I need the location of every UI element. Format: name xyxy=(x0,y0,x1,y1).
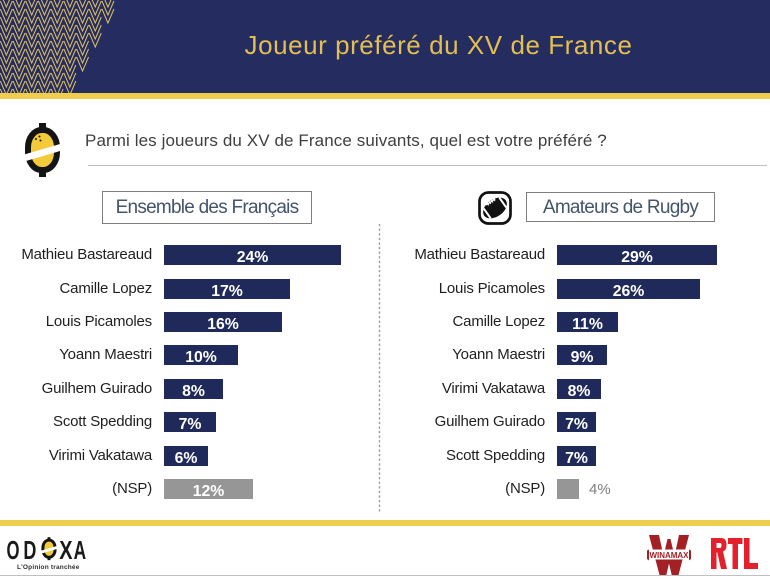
svg-text:A: A xyxy=(74,537,87,563)
svg-text:X: X xyxy=(59,537,73,563)
svg-text:D: D xyxy=(23,537,36,563)
svg-text:O: O xyxy=(7,537,20,563)
svg-text:WINAMAX: WINAMAX xyxy=(650,550,689,560)
